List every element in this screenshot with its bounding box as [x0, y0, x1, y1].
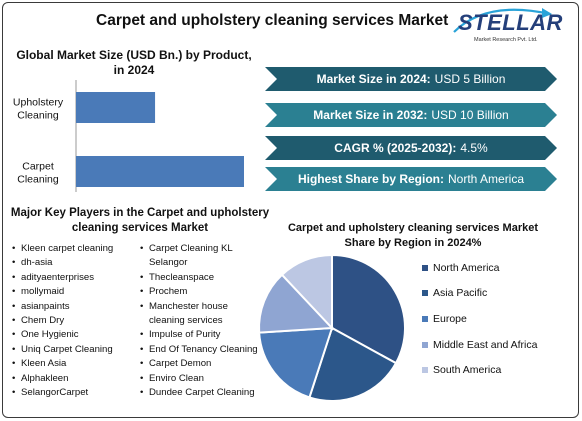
key-player-item: Carpet Demon — [140, 357, 266, 372]
stat-value: 4.5% — [460, 141, 488, 155]
page-title: Carpet and upholstery cleaning services … — [96, 12, 449, 29]
legend-swatch — [422, 367, 428, 373]
key-player-item: adityaenterprises — [12, 271, 113, 286]
legend-item: North America — [422, 262, 500, 274]
key-player-item: Enviro Clean — [140, 372, 266, 387]
key-player-item: dh-asia — [12, 256, 113, 271]
pie-slice-4 — [280, 253, 333, 331]
stat-label: Market Size in 2024: — [316, 72, 431, 86]
key-player-item: Prochem — [140, 285, 266, 300]
legend-swatch — [422, 265, 428, 271]
bar-category-label: Carpet Cleaning — [17, 161, 59, 186]
legend-label: Middle East and Africa — [433, 339, 538, 351]
key-player-item: One Hygienic — [12, 328, 113, 343]
stat-banner: Market Size in 2032: USD 10 Billion — [265, 103, 557, 127]
key-player-item: End Of Tenancy Cleaning — [140, 343, 266, 358]
legend-label: Europe — [433, 313, 467, 325]
stat-value: USD 10 Billion — [431, 108, 509, 122]
bar-chart: Upholstery Cleaning Carpet Cleaning — [13, 80, 244, 192]
key-players-list-1: Kleen carpet cleaningdh-asiaadityaenterp… — [12, 242, 113, 401]
key-player-item: Uniq Carpet Cleaning — [12, 343, 113, 358]
legend-item: Asia Pacific — [422, 287, 487, 299]
key-player-item: Alphakleen — [12, 372, 113, 387]
legend-swatch — [422, 316, 428, 322]
pie-slice-0 — [331, 253, 406, 365]
legend-swatch — [422, 342, 428, 348]
stat-label: Market Size in 2032: — [313, 108, 428, 122]
key-player-item: Chem Dry — [12, 314, 113, 329]
pie-slice-2 — [258, 326, 334, 399]
key-player-item: Impulse of Purity — [140, 328, 266, 343]
logo-word: STELLAR — [458, 10, 563, 35]
key-player-item: Thecleanspace — [140, 271, 266, 286]
key-player-item: Kleen Asia — [12, 357, 113, 372]
stat-banner: Highest Share by Region: North America — [265, 167, 557, 191]
key-player-item: Carpet Cleaning KL Selangor — [140, 242, 266, 271]
key-player-item: SelangorCarpet — [12, 386, 113, 401]
pie-chart-title: Carpet and upholstery cleaning services … — [287, 222, 539, 249]
logo-swoosh-icon — [453, 8, 552, 33]
stat-value: North America — [448, 172, 525, 186]
legend-swatch — [422, 290, 428, 296]
logo-subtitle: Market Research Pvt. Ltd. — [474, 37, 538, 43]
key-player-item: Manchester house cleaning services — [140, 300, 266, 329]
stat-label: Highest Share by Region: — [297, 172, 444, 186]
stat-value: USD 5 Billion — [434, 72, 506, 86]
stat-banner: Market Size in 2024: USD 5 Billion — [265, 67, 557, 91]
key-player-item: asianpaints — [12, 300, 113, 315]
pie-slice-1 — [308, 326, 398, 402]
key-players-title: Major Key Players in the Carpet and upho… — [10, 207, 270, 234]
legend-label: North America — [433, 262, 500, 274]
pie-slice-3 — [258, 273, 335, 334]
bar-1 — [76, 156, 244, 187]
key-player-item: Dundee Carpet Cleaning — [140, 386, 266, 401]
stat-banner: CAGR % (2025-2032): 4.5% — [265, 136, 557, 160]
key-players-list-2: Carpet Cleaning KL SelangorThecleanspace… — [140, 242, 266, 401]
legend-label: Asia Pacific — [433, 287, 488, 299]
legend-item: Europe — [422, 313, 467, 325]
key-player-item: Kleen carpet cleaning — [12, 242, 113, 257]
key-player-item: mollymaid — [12, 285, 113, 300]
stellar-logo: STELLAR Market Research Pvt. Ltd. — [446, 6, 562, 50]
legend-item: South America — [422, 364, 501, 376]
bar-0 — [76, 92, 156, 123]
legend-label: South America — [433, 364, 502, 376]
bar-category-label: Upholstery Cleaning — [13, 97, 64, 122]
bar-chart-title: Global Market Size (USD Bn.) by Product,… — [16, 48, 252, 77]
pie-chart — [258, 253, 406, 402]
stat-label: CAGR % (2025-2032): — [334, 141, 457, 155]
legend-item: Middle East and Africa — [422, 339, 537, 351]
